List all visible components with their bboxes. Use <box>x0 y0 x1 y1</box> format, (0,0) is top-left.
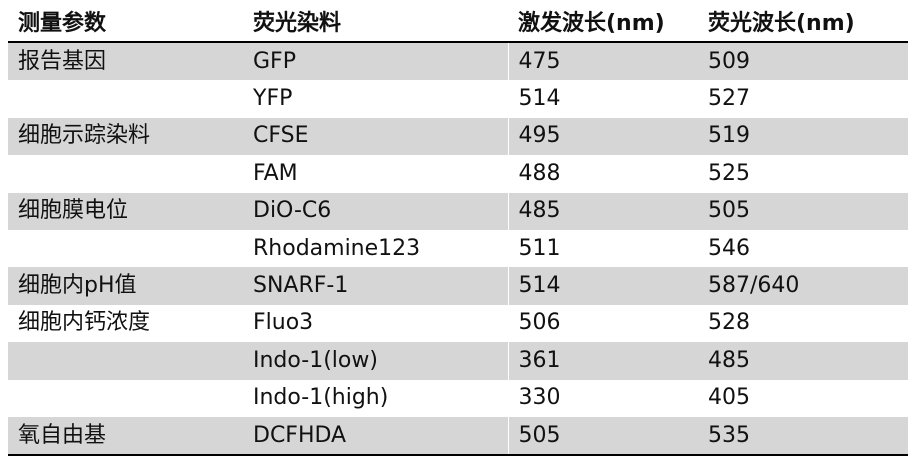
table-row: 氧自由基 DCFHDA 505 535 <box>8 416 908 457</box>
cell-emission-wavelength: 405 <box>708 385 750 411</box>
cell-emission-wavelength: 509 <box>698 42 908 81</box>
cell-measurement-parameter <box>8 380 243 417</box>
cell-excitation-wavelength: 514 <box>507 80 698 118</box>
cell-fluorescent-dye: GFP <box>243 42 508 81</box>
cell-emission-wavelength: 519 <box>698 117 908 156</box>
header-fluorescent-dye: 荧光染料 <box>243 0 508 43</box>
cell-fluorescent-dye: Indo-1(high) <box>253 385 389 411</box>
table-row: FAM 488 525 <box>8 155 908 193</box>
table-header: 测量参数 荧光染料 激发波长(nm) 荧光波长(nm) <box>8 0 908 43</box>
cell-fluorescent-dye: YFP <box>253 86 293 112</box>
cell-fluorescent-dye: DiO-C6 <box>243 192 508 230</box>
cell-fluorescent-dye: Fluo3 <box>253 310 314 336</box>
cell-fluorescent-dye: FAM <box>253 160 298 186</box>
cell-measurement-parameter: 细胞膜电位 <box>8 192 243 230</box>
cell-emission-wavelength: 485 <box>698 342 908 380</box>
cell-excitation-wavelength: 485 <box>507 192 698 230</box>
cell-measurement-parameter <box>8 155 243 192</box>
cell-fluorescent-dye: Rhodamine123 <box>253 235 421 261</box>
header-measurement-parameter: 测量参数 <box>8 0 243 43</box>
cell-excitation-wavelength: 330 <box>507 379 698 417</box>
table-row: Indo-1(low) 361 485 <box>8 342 908 380</box>
cell-measurement-parameter: 细胞内pH值 <box>8 267 243 305</box>
header-row: 测量参数 荧光染料 激发波长(nm) 荧光波长(nm) <box>8 0 908 43</box>
cell-excitation-wavelength: 488 <box>507 155 698 193</box>
table-row: 细胞示踪染料 CFSE 495 519 <box>8 117 908 156</box>
cell-emission-wavelength: 546 <box>708 235 750 261</box>
cell-emission-wavelength: 527 <box>708 86 750 112</box>
cell-emission-wavelength: 525 <box>708 160 750 186</box>
cell-measurement-parameter <box>8 80 243 117</box>
cell-emission-wavelength: 535 <box>698 416 908 457</box>
table-row: 细胞内pH值 SNARF-1 514 587/640 <box>8 267 908 305</box>
fluorescent-dye-table-container: 测量参数 荧光染料 激发波长(nm) 荧光波长(nm) 报告基因 GFP 475 50… <box>8 0 908 457</box>
cell-excitation-wavelength: 475 <box>507 42 698 81</box>
cell-measurement-parameter <box>8 230 243 267</box>
table-body: 报告基因 GFP 475 509 YFP 514 527 细胞示踪染料 CFSE 495 519 FA… <box>8 42 908 457</box>
cell-measurement-parameter: 报告基因 <box>8 42 243 81</box>
cell-excitation-wavelength: 495 <box>507 117 698 156</box>
fluorescent-dye-table: 测量参数 荧光染料 激发波长(nm) 荧光波长(nm) 报告基因 GFP 475 50… <box>8 0 908 457</box>
cell-excitation-wavelength: 511 <box>507 229 698 268</box>
cell-measurement-parameter: 细胞示踪染料 <box>8 117 243 156</box>
cell-fluorescent-dye: DCFHDA <box>243 416 508 457</box>
table-row: YFP 514 527 <box>8 80 908 118</box>
cell-emission-wavelength: 587/640 <box>698 267 908 305</box>
header-emission-wavelength: 荧光波长(nm) <box>698 0 908 43</box>
cell-measurement-parameter: 细胞内钙浓度 <box>18 310 151 336</box>
table-row: Rhodamine123 511 546 <box>8 229 908 268</box>
cell-excitation-wavelength: 361 <box>507 342 698 380</box>
cell-excitation-wavelength: 514 <box>507 267 698 305</box>
header-excitation-wavelength: 激发波长(nm) <box>508 0 698 43</box>
cell-measurement-parameter: 氧自由基 <box>8 416 243 457</box>
cell-measurement-parameter <box>8 342 243 380</box>
cell-fluorescent-dye: Indo-1(low) <box>243 342 508 380</box>
table-row: 细胞内钙浓度 Fluo3 506 528 <box>8 304 908 343</box>
cell-emission-wavelength: 528 <box>708 310 750 336</box>
table-row: 报告基因 GFP 475 509 <box>8 42 908 81</box>
cell-fluorescent-dye: CFSE <box>243 117 508 156</box>
cell-excitation-wavelength: 505 <box>507 416 698 457</box>
table-row: 细胞膜电位 DiO-C6 485 505 <box>8 192 908 230</box>
table-row: Indo-1(high) 330 405 <box>8 379 908 417</box>
cell-fluorescent-dye: SNARF-1 <box>243 267 508 305</box>
cell-excitation-wavelength: 506 <box>507 304 698 343</box>
cell-emission-wavelength: 505 <box>698 192 908 230</box>
